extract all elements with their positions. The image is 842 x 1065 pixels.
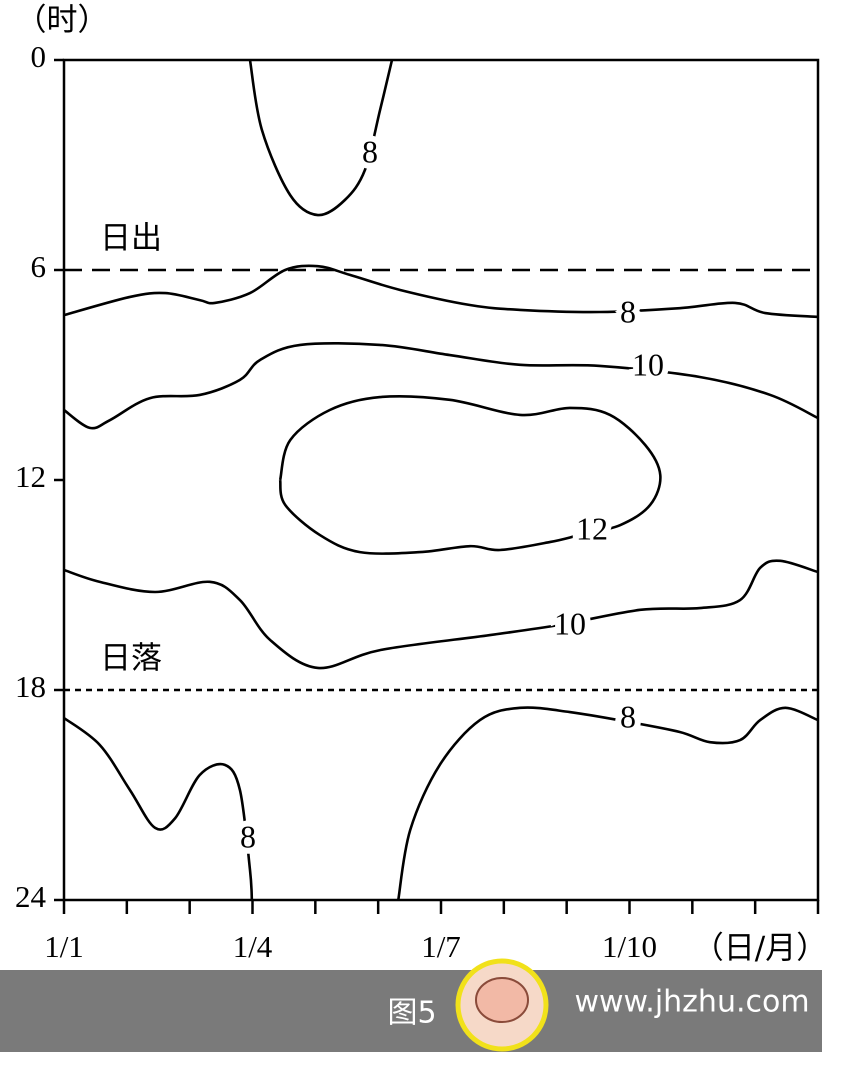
footer-band — [0, 970, 822, 1052]
y-tick-label: 12 — [15, 459, 46, 494]
watermark: www.jhzhu.com — [574, 985, 809, 1020]
contour-line — [396, 706, 819, 901]
y-tick-label: 6 — [31, 249, 47, 284]
x-axis-unit: （日/月） — [693, 931, 827, 967]
x-tick-label: 1/10 — [602, 929, 657, 964]
contour-line — [278, 395, 662, 555]
y-tick-label: 24 — [15, 879, 47, 914]
contour-line — [63, 716, 254, 901]
reference-label: 日出 — [100, 221, 162, 257]
x-tick-label: 1/1 — [44, 929, 84, 964]
y-tick-label: 0 — [31, 39, 47, 74]
plot-frame — [62, 58, 820, 902]
x-tick-label: 1/7 — [421, 929, 461, 964]
contour-line — [63, 559, 819, 670]
contour-label: 10 — [554, 605, 586, 641]
figure-caption: 图5 — [387, 996, 436, 1031]
contour-label: 8 — [620, 698, 636, 734]
contour-line — [63, 264, 819, 319]
contour-label: 10 — [632, 346, 664, 382]
contour-label: 12 — [576, 510, 608, 546]
contour-label: 8 — [620, 293, 636, 329]
y-axis-unit: （时） — [16, 3, 109, 39]
reference-label: 日落 — [100, 641, 162, 677]
contour-line — [63, 342, 819, 430]
contour-label: 8 — [362, 133, 378, 169]
y-tick-label: 18 — [15, 669, 46, 704]
x-tick-label: 1/4 — [233, 929, 273, 964]
logo-face — [475, 977, 529, 1023]
contour-label: 8 — [240, 818, 256, 854]
contour-line — [248, 59, 394, 217]
